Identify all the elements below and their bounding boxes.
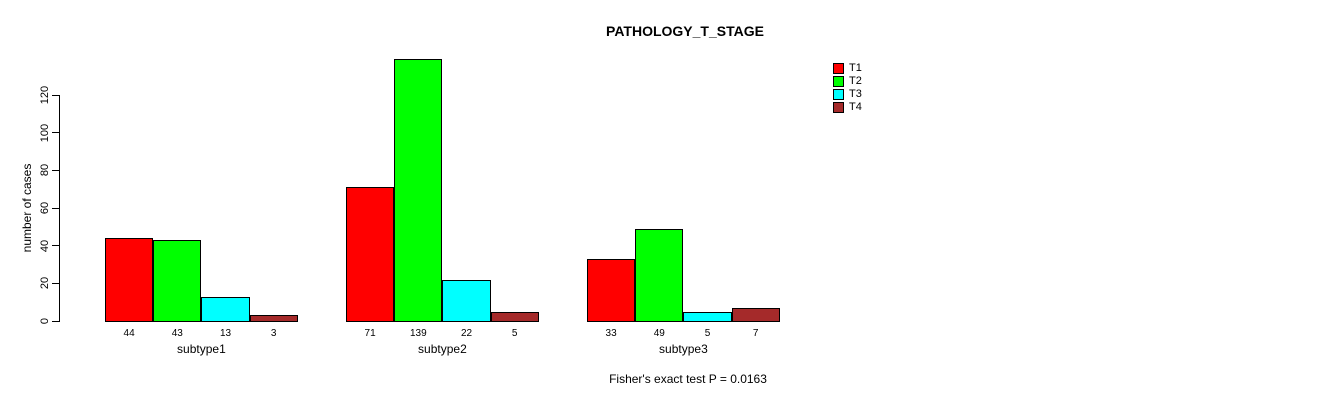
legend-swatch-t4 xyxy=(833,102,844,113)
chart-title: PATHOLOGY_T_STAGE xyxy=(606,23,764,39)
bar-value-label: 139 xyxy=(409,328,427,339)
legend-label: T1 xyxy=(849,62,862,74)
legend-item-t4: T4 xyxy=(833,102,862,113)
y-axis-tick xyxy=(52,282,59,284)
bar-value-label: 5 xyxy=(511,328,518,339)
y-axis-tick xyxy=(52,132,59,134)
category-label-subtype1: subtype1 xyxy=(177,342,226,356)
bar-value-label: 7 xyxy=(752,328,759,339)
legend-item-t3: T3 xyxy=(833,89,862,100)
bar-t1-subtype2 xyxy=(346,187,395,322)
bar-value-label: 3 xyxy=(270,328,277,339)
bar-t4-subtype2 xyxy=(490,311,539,322)
bar-t1-subtype3 xyxy=(587,258,636,322)
y-axis-tick-label: 60 xyxy=(39,201,51,215)
y-axis-tick xyxy=(52,320,59,322)
bar-t2-subtype3 xyxy=(635,228,684,322)
y-axis-tick-label: 100 xyxy=(39,123,51,142)
legend-swatch-t1 xyxy=(833,63,844,74)
bar-t1-subtype1 xyxy=(105,238,154,322)
bar-t2-subtype2 xyxy=(394,59,443,322)
legend: T1 T2 T3 T4 xyxy=(833,63,862,115)
legend-item-t1: T1 xyxy=(833,63,862,74)
legend-item-t2: T2 xyxy=(833,76,862,87)
y-axis-tick-label: 120 xyxy=(39,85,51,105)
y-axis-tick-label: 40 xyxy=(39,239,51,252)
y-axis-tick xyxy=(52,207,59,209)
y-axis-tick-label: 80 xyxy=(39,164,51,177)
category-label-subtype2: subtype2 xyxy=(418,342,467,356)
legend-swatch-t3 xyxy=(833,89,844,100)
y-axis-tick-label: 20 xyxy=(39,277,51,290)
bar-value-label: 5 xyxy=(704,328,711,339)
bar-t3-subtype3 xyxy=(683,311,732,322)
bar-value-label: 33 xyxy=(605,328,617,339)
bar-t3-subtype1 xyxy=(201,296,250,322)
y-axis-label: number of cases xyxy=(20,163,34,253)
bar-value-label: 22 xyxy=(460,328,473,339)
bar-t3-subtype2 xyxy=(442,279,491,322)
legend-label: T2 xyxy=(849,75,862,87)
y-axis-tick xyxy=(52,94,59,96)
legend-label: T4 xyxy=(849,101,862,113)
bar-value-label: 44 xyxy=(123,328,135,339)
bar-value-label: 43 xyxy=(171,328,183,339)
bar-t2-subtype1 xyxy=(153,240,202,322)
legend-label: T3 xyxy=(849,88,862,100)
y-axis-line xyxy=(59,95,60,322)
category-label-subtype3: subtype3 xyxy=(659,342,708,356)
fisher-test-annotation: Fisher's exact test P = 0.0163 xyxy=(609,372,767,386)
legend-swatch-t2 xyxy=(833,76,844,87)
y-axis-tick xyxy=(52,169,59,171)
bar-value-label: 49 xyxy=(653,328,665,339)
bar-t4-subtype1 xyxy=(249,315,298,322)
bar-value-label: 71 xyxy=(364,328,376,339)
y-axis-tick-label: 0 xyxy=(39,317,51,325)
y-axis-tick xyxy=(52,245,59,247)
bar-value-label: 13 xyxy=(219,328,232,339)
bar-t4-subtype3 xyxy=(731,307,780,322)
